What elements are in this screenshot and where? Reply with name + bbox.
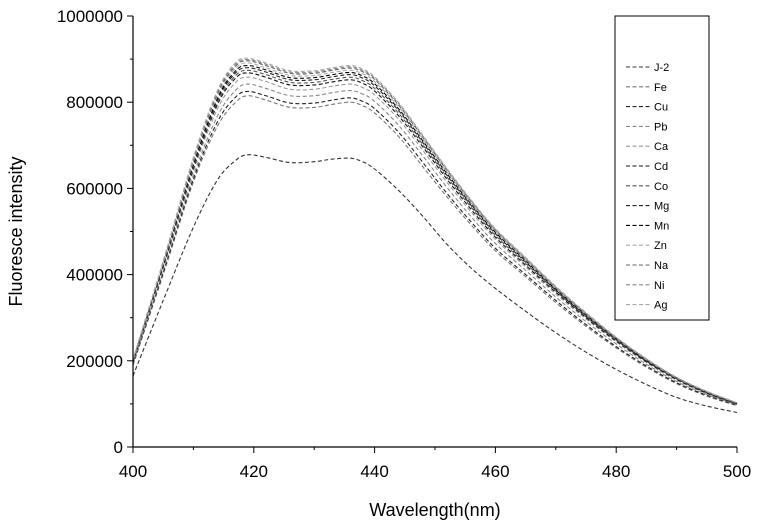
legend-label: Mg	[654, 201, 669, 213]
x-tick-label: 480	[602, 462, 630, 481]
legend-label: Cd	[654, 161, 668, 173]
legend-label: Ag	[654, 300, 667, 312]
legend-label: Fe	[654, 82, 667, 94]
y-axis-ticks: 0 200000 400000 600000 800000 1000000	[57, 7, 133, 457]
legend-label: Co	[654, 181, 668, 193]
x-tick-label: 500	[723, 462, 751, 481]
legend-label: Na	[654, 260, 669, 272]
y-tick-label: 400000	[66, 266, 123, 285]
x-tick-label: 420	[240, 462, 268, 481]
legend-label: Cu	[654, 102, 668, 114]
legend-label: Ca	[654, 141, 669, 153]
x-tick-label: 460	[481, 462, 509, 481]
y-tick-label: 200000	[66, 352, 123, 371]
y-tick-label: 1000000	[57, 7, 123, 26]
legend-label: Ni	[654, 280, 664, 292]
y-axis-title: Fluoresce intensity	[6, 156, 26, 306]
legend-label: Zn	[654, 240, 667, 252]
x-axis-ticks: 400 420 440 460 480 500	[119, 447, 751, 481]
x-tick-label: 440	[360, 462, 388, 481]
legend-label: Mn	[654, 220, 669, 232]
y-tick-label: 0	[114, 438, 123, 457]
y-tick-label: 800000	[66, 93, 123, 112]
x-axis-title: Wavelength(nm)	[369, 500, 500, 520]
y-tick-label: 600000	[66, 179, 123, 198]
x-tick-label: 400	[119, 462, 147, 481]
legend-label: J-2	[654, 62, 669, 74]
legend: J-2 Fe Cu Pb Ca Cd Co Mg Mn Zn Na Ni Ag	[615, 16, 709, 320]
legend-label: Pb	[654, 121, 667, 133]
